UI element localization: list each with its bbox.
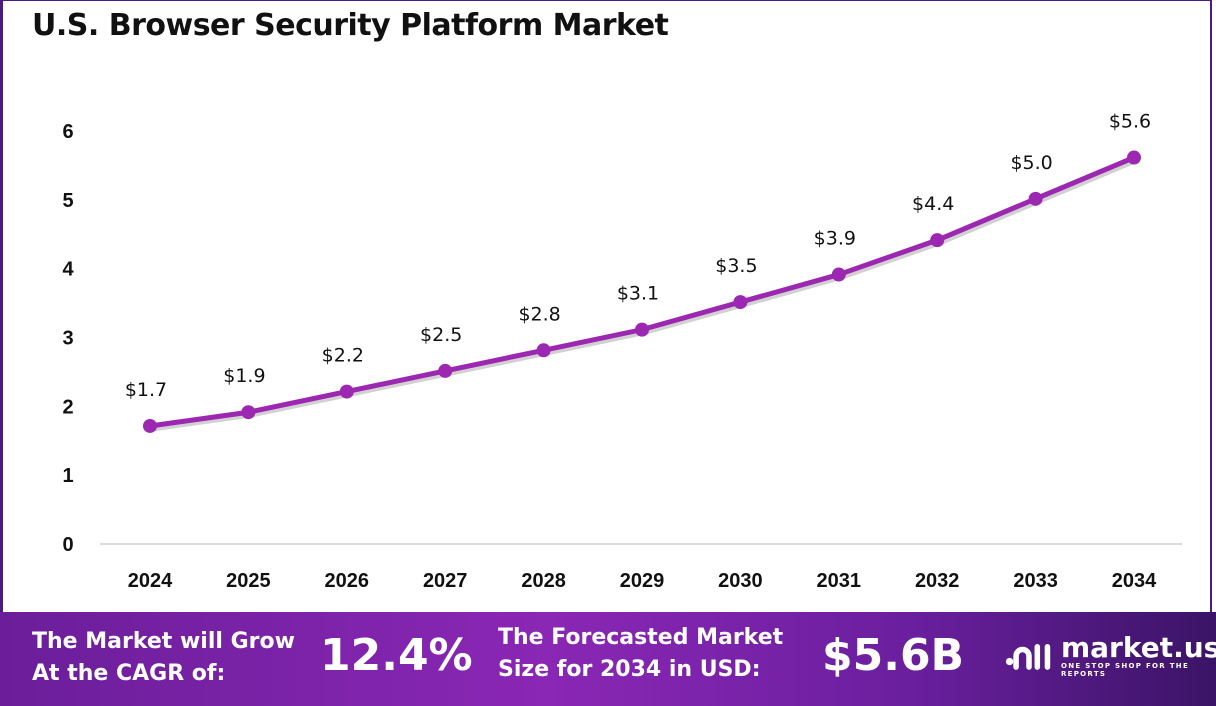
data-label: $3.9 — [814, 228, 856, 250]
forecast-label: The Forecasted Market Size for 2034 in U… — [498, 622, 783, 686]
data-point — [733, 295, 748, 310]
cagr-label-line2: At the CAGR of: — [32, 661, 226, 686]
data-label: $1.9 — [223, 365, 265, 387]
x-tick-label: 2030 — [718, 570, 763, 592]
line-chart: 0 1 2 3 4 5 6 2024 2025 2026 2027 2028 2029 2030 2031 2… — [62, 111, 1182, 592]
forecast-label-line1: The Forecasted Market — [498, 625, 784, 650]
footer-banner: The Market will Grow At the CAGR of: 12.… — [0, 612, 1216, 706]
logo-name: market.us — [1060, 631, 1216, 664]
x-tick-label: 2024 — [128, 570, 173, 592]
y-tick-label: 0 — [62, 534, 73, 556]
y-tick-label: 2 — [62, 396, 73, 418]
data-point — [831, 267, 846, 282]
data-label: $3.1 — [617, 283, 659, 305]
data-label: $2.2 — [322, 345, 364, 367]
logo-tagline: ONE STOP SHOP FOR THE REPORTS — [1060, 662, 1190, 678]
data-label: $5.0 — [1010, 152, 1052, 174]
x-tick-label: 2031 — [817, 570, 862, 592]
x-tick-label: 2028 — [521, 570, 566, 592]
x-tick-label: 2026 — [325, 570, 370, 592]
forecast-label-line2: Size for 2034 in USD: — [498, 657, 761, 682]
data-label: $2.8 — [518, 303, 560, 325]
data-label: $2.5 — [420, 324, 462, 346]
data-label: $1.7 — [125, 379, 167, 401]
forecast-value: $5.6B — [822, 630, 965, 681]
chart-title: U.S. Browser Security Platform Market — [32, 8, 669, 43]
cagr-value: 12.4% — [320, 630, 473, 681]
data-label: $4.4 — [912, 193, 954, 215]
data-label: $3.5 — [715, 255, 757, 277]
y-tick-label: 5 — [62, 190, 73, 212]
data-label: $5.6 — [1109, 111, 1151, 133]
x-tick-label: 2027 — [423, 570, 468, 592]
y-tick-label: 1 — [62, 465, 73, 487]
data-point — [1127, 150, 1141, 165]
x-tick-label: 2032 — [915, 570, 960, 592]
market-us-logo: market.us ONE STOP SHOP FOR THE REPORTS — [1005, 634, 1216, 678]
data-point — [1028, 191, 1043, 206]
data-point — [930, 233, 945, 248]
data-point — [241, 405, 256, 420]
x-tick-label: 2034 — [1112, 570, 1157, 592]
x-tick-label: 2025 — [226, 570, 271, 592]
logo-icon — [1005, 644, 1051, 670]
y-tick-label: 3 — [62, 328, 73, 350]
y-tick-label: 4 — [62, 259, 74, 281]
data-point — [635, 322, 649, 337]
x-tick-label: 2033 — [1013, 570, 1058, 592]
cagr-label-line1: The Market will Grow — [32, 629, 295, 654]
data-point — [536, 343, 551, 358]
cagr-label: The Market will Grow At the CAGR of: — [32, 626, 295, 690]
data-point — [143, 418, 157, 433]
x-tick-label: 2029 — [620, 570, 665, 592]
data-point — [438, 363, 453, 378]
y-tick-label: 6 — [62, 121, 73, 143]
data-point — [339, 384, 354, 399]
